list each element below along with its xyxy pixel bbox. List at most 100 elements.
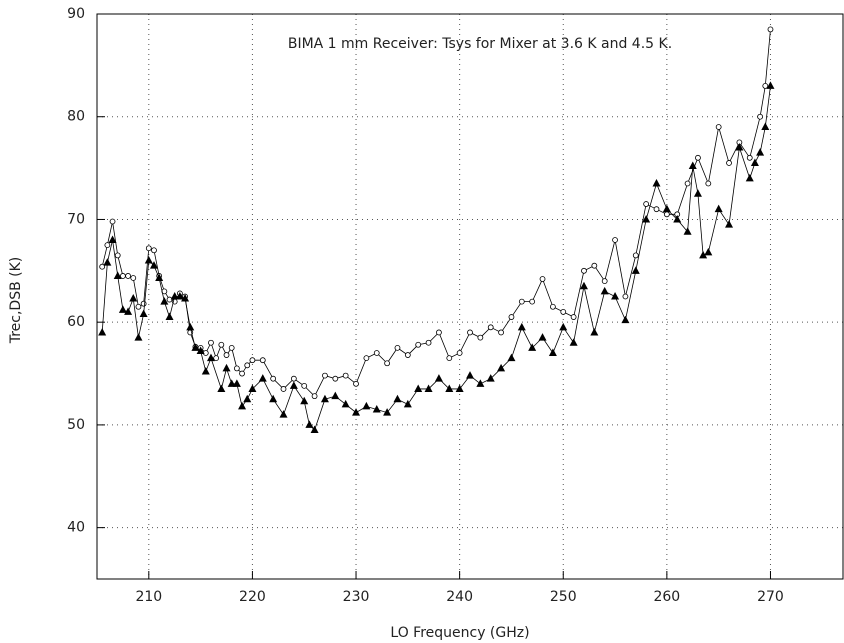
marker (726, 160, 732, 166)
y-tick-label: 90 (67, 6, 85, 22)
marker (498, 329, 504, 336)
marker (673, 214, 682, 223)
marker (269, 394, 278, 403)
marker (166, 296, 173, 303)
marker (305, 420, 314, 428)
marker (191, 343, 200, 351)
marker (693, 189, 702, 197)
marker (259, 357, 266, 364)
marker (579, 281, 588, 290)
marker (353, 380, 359, 387)
marker (456, 350, 463, 356)
marker (384, 360, 391, 367)
marker (233, 365, 240, 372)
series-line (101, 85, 771, 431)
marker (134, 333, 143, 341)
x-tick-label: 210 (135, 589, 162, 605)
marker (684, 180, 691, 187)
y-tick-label: 50 (67, 417, 85, 433)
marker (486, 374, 495, 382)
marker (124, 307, 133, 315)
marker (612, 237, 618, 243)
marker (487, 324, 494, 331)
marker (725, 220, 734, 228)
marker (767, 26, 774, 33)
marker (108, 235, 117, 243)
marker (227, 379, 236, 387)
marker (445, 384, 454, 392)
marker (735, 143, 744, 151)
marker (653, 206, 660, 213)
marker (632, 252, 639, 259)
marker (652, 179, 661, 187)
marker (383, 408, 392, 416)
marker (206, 353, 215, 362)
marker (218, 341, 225, 348)
marker (352, 408, 361, 416)
marker (160, 297, 169, 305)
marker (213, 355, 220, 362)
x-axis-label: LO Frequency (GHz) (390, 625, 529, 641)
marker (258, 374, 267, 382)
marker (222, 363, 231, 372)
marker (125, 273, 131, 279)
marker (591, 262, 598, 269)
marker (581, 267, 587, 274)
marker (631, 266, 640, 274)
marker (165, 312, 174, 321)
marker (538, 333, 547, 341)
marker (611, 292, 620, 300)
marker (436, 329, 442, 336)
marker (99, 263, 106, 270)
marker (434, 374, 443, 382)
marker (570, 314, 577, 320)
marker (477, 334, 484, 341)
marker (394, 344, 401, 351)
marker (415, 341, 422, 348)
marker (757, 113, 764, 120)
marker (756, 148, 765, 156)
marker (745, 173, 754, 182)
marker (145, 245, 152, 252)
marker (342, 372, 349, 379)
marker (560, 309, 567, 315)
marker (135, 303, 142, 310)
y-tick-label: 60 (67, 314, 85, 330)
x-tick-label: 220 (239, 589, 266, 605)
marker (301, 382, 308, 389)
marker (332, 375, 339, 382)
marker (129, 294, 138, 302)
marker (139, 309, 148, 317)
marker (120, 273, 126, 279)
marker (98, 327, 107, 336)
marker (425, 339, 432, 346)
marker (289, 381, 298, 389)
marker (643, 201, 650, 207)
marker (228, 344, 235, 351)
marker (249, 357, 256, 364)
marker (414, 384, 423, 392)
y-tick-label: 70 (67, 211, 85, 227)
marker (750, 158, 759, 166)
marker (601, 278, 608, 284)
marker (181, 294, 190, 302)
chart-title: BIMA 1 mm Receiver: Tsys for Mixer at 3.… (288, 36, 672, 52)
marker (688, 161, 697, 170)
marker (549, 303, 556, 310)
marker (404, 352, 411, 358)
marker (331, 391, 340, 400)
marker (140, 300, 147, 307)
marker (455, 384, 464, 392)
marker (109, 218, 116, 225)
marker (622, 293, 629, 300)
marker (569, 338, 578, 346)
marker (704, 247, 713, 256)
marker (290, 375, 297, 382)
marker (590, 327, 599, 336)
marker (201, 366, 210, 375)
marker (528, 343, 537, 351)
marker (663, 211, 670, 218)
marker (363, 355, 370, 362)
